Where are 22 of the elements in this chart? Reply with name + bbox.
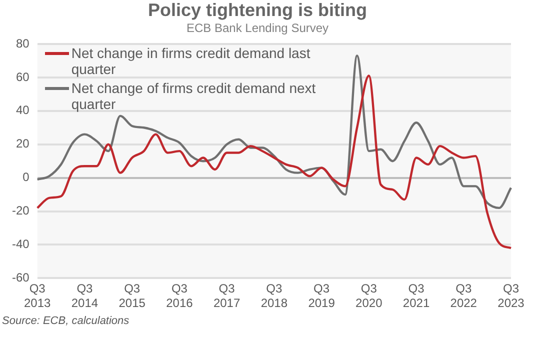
source-note: Source: ECB, calculations	[1, 315, 130, 327]
x-tick-label: Q3 2022	[450, 282, 478, 310]
x-tick-label: Q3 2014	[71, 282, 98, 310]
legend-label: Net change of firms credit demand next quarter	[71, 80, 317, 112]
y-tick-label: 0	[22, 170, 30, 184]
x-tick-label: Q3 2017	[213, 282, 240, 310]
legend-label: Net change in firms credit demand last quarter	[71, 45, 312, 77]
x-tick-label: Q3 2019	[308, 282, 336, 310]
x-tick-label: Q3 2021	[402, 282, 430, 310]
x-tick-label: Q3 2015	[118, 282, 146, 310]
y-tick-label: -20	[12, 204, 30, 218]
x-tick-label: Q3 2020	[356, 282, 383, 310]
x-tick-label: Q3 2018	[260, 282, 288, 310]
x-tick-label: Q3 2023	[498, 282, 525, 310]
y-tick-label: 20	[16, 136, 30, 151]
x-tick-label: Q3 2016	[166, 282, 194, 310]
chart-title: Policy tightening is biting	[148, 0, 367, 20]
y-tick-label: 60	[16, 70, 30, 84]
y-tick-label: 80	[16, 36, 30, 50]
chart-subtitle: ECB Bank Lending Survey	[186, 21, 329, 36]
y-tick-label: 40	[16, 103, 30, 118]
y-tick-label: -40	[12, 237, 30, 252]
